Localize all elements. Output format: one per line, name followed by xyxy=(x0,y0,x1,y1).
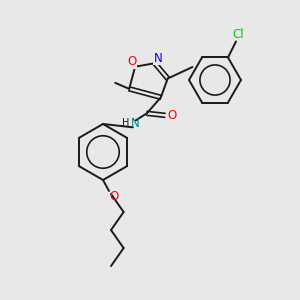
Text: N: N xyxy=(154,52,162,65)
Text: N: N xyxy=(130,117,139,130)
Text: O: O xyxy=(128,55,137,68)
Text: Cl: Cl xyxy=(232,28,244,41)
Text: H: H xyxy=(122,118,130,128)
Text: O: O xyxy=(167,109,176,122)
Text: O: O xyxy=(110,190,118,202)
